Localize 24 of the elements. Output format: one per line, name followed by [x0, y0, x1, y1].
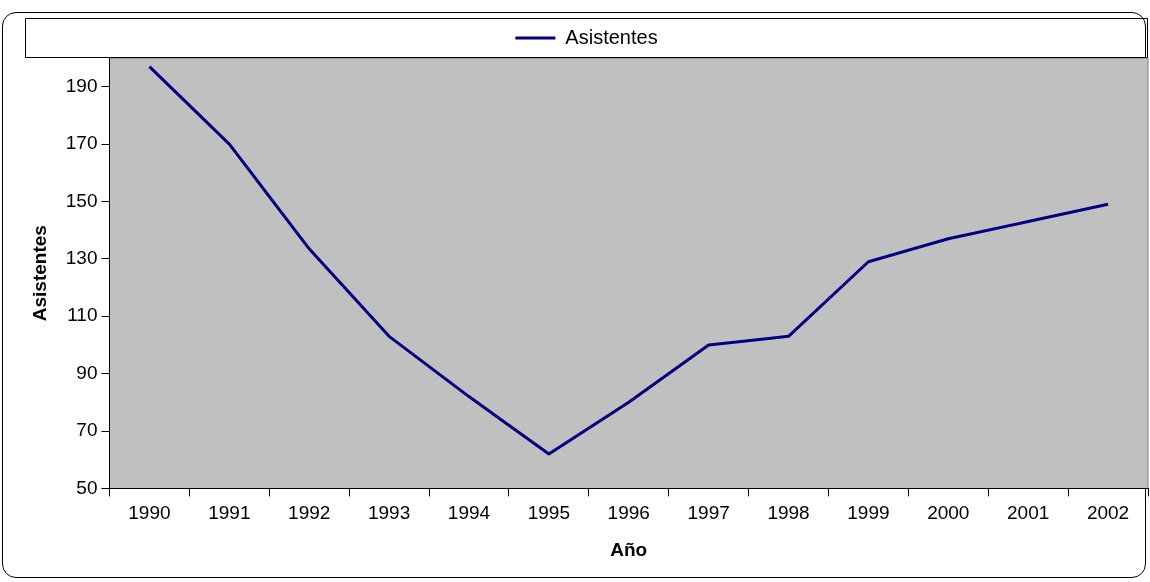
x-tick-label: 1998 [767, 502, 810, 524]
y-tick-label: 70 [76, 419, 98, 441]
x-tick-label: 1992 [288, 502, 331, 524]
x-tick-label: 1993 [367, 502, 411, 524]
y-tick-label: 190 [65, 74, 98, 96]
x-tick-label: 2002 [1086, 502, 1130, 524]
x-tick-label: 1996 [607, 502, 650, 524]
x-tick-label: 1997 [687, 502, 730, 524]
y-tick-label: 150 [65, 189, 98, 211]
legend-label: Asistentes [565, 25, 658, 48]
x-tick-label: 1990 [128, 502, 171, 524]
x-tick-label: 1991 [208, 502, 251, 524]
x-tick-label: 1995 [527, 502, 571, 524]
x-tick-label: 1999 [847, 502, 890, 524]
y-tick-label: 90 [76, 361, 98, 383]
x-tick-label: 1994 [447, 502, 491, 524]
x-axis-title: Año [610, 538, 648, 560]
x-tick-label: 2001 [1007, 502, 1050, 524]
y-tick-label: 50 [76, 476, 98, 498]
y-tick-label: 170 [65, 132, 98, 154]
x-tick-label: 2000 [927, 502, 970, 524]
y-tick-label: 110 [67, 304, 98, 326]
y-tick-label: 130 [65, 247, 98, 269]
y-axis-title: Asistentes [28, 225, 50, 322]
